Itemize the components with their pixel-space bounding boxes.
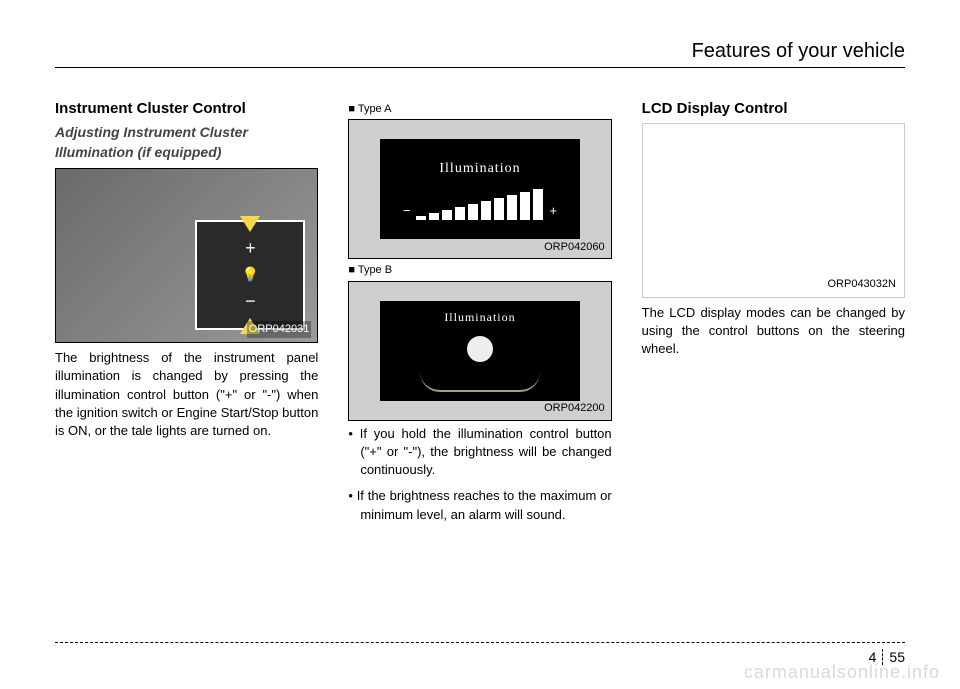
figure-code: ORP042031 xyxy=(247,321,312,338)
figure-lcd-control: ORP043032N xyxy=(642,123,905,298)
inset-button-closeup: + 💡 − xyxy=(195,220,305,330)
column-1: Instrument Cluster Control Adjusting Ins… xyxy=(55,98,318,669)
minus-label: − xyxy=(245,289,256,314)
bar xyxy=(455,207,465,220)
illum-title-b: Illumination xyxy=(444,309,515,326)
plus-icon: + xyxy=(549,202,557,220)
heading-lcd-display: LCD Display Control xyxy=(642,98,905,119)
figure-code: ORP042060 xyxy=(542,239,607,256)
bar xyxy=(429,213,439,220)
page: Features of your vehicle Instrument Clus… xyxy=(0,0,960,689)
bullet-list: If you hold the illumination control but… xyxy=(348,425,611,524)
arrow-down-icon xyxy=(240,216,260,232)
column-3: LCD Display Control ORP043032N The LCD d… xyxy=(642,98,905,669)
body-col1: The brightness of the instrument panel i… xyxy=(55,349,318,440)
figure-illumination-button: + 💡 − ORP042031 xyxy=(55,168,318,343)
heading-instrument-cluster: Instrument Cluster Control xyxy=(55,98,318,119)
screen-type-a-inner: Illumination − + xyxy=(380,139,580,239)
bar xyxy=(533,189,543,220)
footer-divider xyxy=(55,642,905,643)
figure-type-a: Illumination − + ORP042060 xyxy=(348,119,611,259)
bulb-icon: 💡 xyxy=(242,265,259,285)
illum-title-a: Illumination xyxy=(439,159,520,179)
bullet-1: If you hold the illumination control but… xyxy=(348,425,611,480)
bar xyxy=(481,201,491,220)
bar xyxy=(494,198,504,220)
bars xyxy=(416,189,543,220)
bulb-icon xyxy=(467,336,493,362)
body-col3: The LCD display modes can be changed by … xyxy=(642,304,905,359)
bar xyxy=(507,195,517,220)
column-2: ■ Type A Illumination − + ORP042060 ■ Ty… xyxy=(348,98,611,669)
screen-type-b-inner: Illumination xyxy=(380,301,580,401)
minus-icon: − xyxy=(403,202,411,220)
type-b-label: ■ Type B xyxy=(348,263,611,278)
columns: Instrument Cluster Control Adjusting Ins… xyxy=(55,98,905,669)
bar xyxy=(416,216,426,220)
subheading-illumination: Adjusting Instrument Cluster Illuminatio… xyxy=(55,123,318,162)
figure-code: ORP042200 xyxy=(542,400,607,417)
section-number: 4 xyxy=(869,649,884,665)
header-row: Features of your vehicle xyxy=(55,40,905,68)
figure-type-b: Illumination ORP042200 xyxy=(348,281,611,421)
type-a-label: ■ Type A xyxy=(348,102,611,117)
bullet-2: If the brightness reaches to the maximum… xyxy=(348,487,611,523)
bar xyxy=(442,210,452,220)
bar xyxy=(520,192,530,220)
chapter-title: Features of your vehicle xyxy=(692,40,905,63)
page-number: 55 xyxy=(889,649,905,665)
plus-label: + xyxy=(245,236,256,261)
figure-code: ORP043032N xyxy=(825,276,898,293)
bar xyxy=(468,204,478,220)
page-footer: 4 55 xyxy=(869,649,905,665)
arc-icon xyxy=(420,372,540,392)
